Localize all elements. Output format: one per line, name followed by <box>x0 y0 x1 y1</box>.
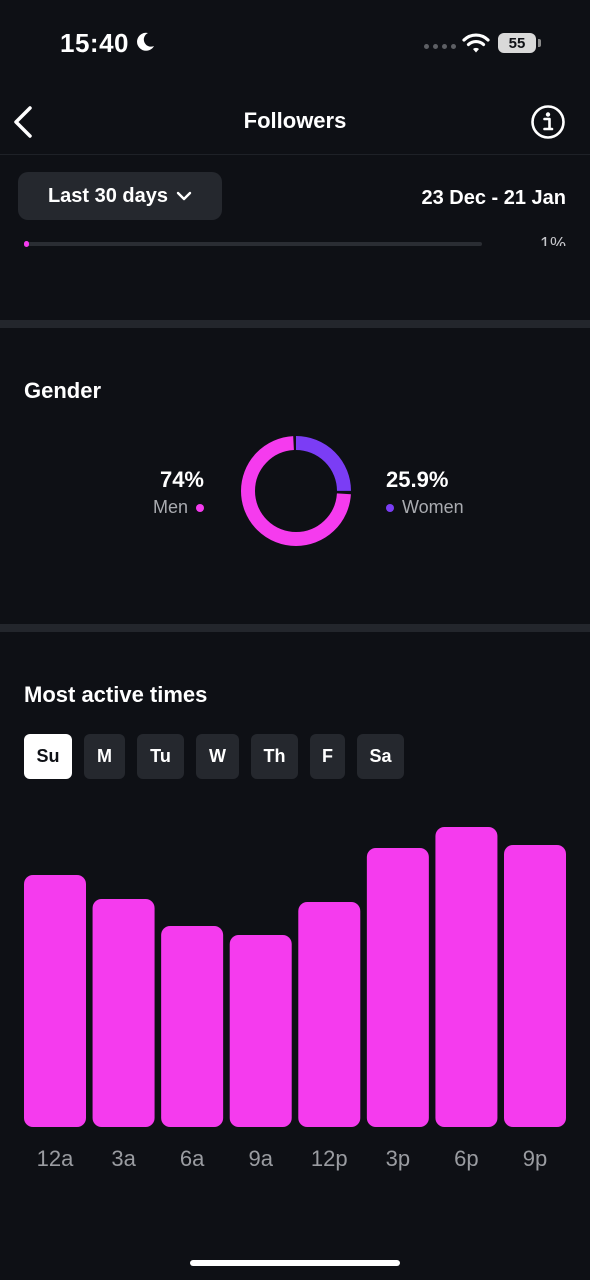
moon-icon <box>137 32 154 51</box>
day-tab-sa[interactable]: Sa <box>357 734 404 779</box>
x-tick-label: 9a <box>248 1146 273 1171</box>
x-tick-label: 12a <box>37 1146 74 1171</box>
active-times-bar-chart: 12a 3a 6a 9a 12p 3p 6p 9p <box>24 827 566 1171</box>
women-percent: 25.9% <box>386 467 449 492</box>
header-divider <box>0 154 590 155</box>
chevron-down-icon <box>176 191 192 201</box>
section-divider <box>0 624 590 632</box>
age-bar-fill <box>24 241 29 247</box>
cellular-signal-icon <box>424 44 456 49</box>
date-range-dropdown-label: Last 30 days <box>47 184 169 207</box>
date-range-dropdown[interactable]: Last 30 days <box>18 172 222 220</box>
info-icon[interactable] <box>530 104 566 140</box>
women-legend: Women <box>386 497 464 518</box>
donut-segment-men <box>241 436 351 546</box>
day-tab-w[interactable]: W <box>196 734 239 779</box>
wifi-icon <box>462 33 490 53</box>
date-range-text: 23 Dec - 21 Jan <box>421 187 566 209</box>
x-tick-label: 3a <box>111 1146 136 1171</box>
home-indicator <box>190 1260 400 1266</box>
battery-tip <box>538 39 541 47</box>
women-label: Women <box>402 497 464 517</box>
gender-donut-chart <box>241 436 351 546</box>
men-legend: Men <box>100 497 204 518</box>
bar-6p[interactable] <box>435 827 498 1127</box>
status-time: 15:40 <box>60 28 129 58</box>
x-tick-label: 6p <box>454 1146 478 1171</box>
day-tab-m[interactable]: M <box>84 734 125 779</box>
bar-12p[interactable] <box>298 902 361 1127</box>
battery-indicator: 55 <box>498 33 536 53</box>
x-tick-label: 3p <box>386 1146 410 1171</box>
bar-3a[interactable] <box>92 899 155 1127</box>
donut-segment-women <box>241 436 351 546</box>
day-tab-su[interactable]: Su <box>24 734 72 779</box>
bar-9a[interactable] <box>229 935 292 1127</box>
day-tab-th[interactable]: Th <box>251 734 298 779</box>
gender-section-title: Gender <box>24 378 102 403</box>
bar-12a[interactable] <box>24 875 86 1127</box>
section-divider <box>0 320 590 328</box>
men-legend-dot <box>196 503 204 512</box>
x-tick-label: 12p <box>311 1146 348 1171</box>
bar-9p[interactable] <box>504 845 566 1127</box>
bar-3p[interactable] <box>366 848 429 1127</box>
men-label: Men <box>152 497 188 517</box>
day-tabs: Su M Tu W Th F Sa <box>24 734 404 779</box>
men-percent: 74% <box>159 467 204 492</box>
back-arrow-icon[interactable] <box>10 104 36 140</box>
age-percent: 1% <box>539 234 566 246</box>
page-title: Followers <box>243 108 347 133</box>
day-tab-tu[interactable]: Tu <box>137 734 184 779</box>
x-tick-label: 6a <box>180 1146 205 1171</box>
bar-6a[interactable] <box>161 926 224 1127</box>
age-bar-track <box>24 242 482 246</box>
day-tab-f[interactable]: F <box>310 734 345 779</box>
most-active-times-title: Most active times <box>24 682 208 707</box>
women-legend-dot <box>386 503 394 512</box>
x-tick-label: 9p <box>523 1146 547 1171</box>
